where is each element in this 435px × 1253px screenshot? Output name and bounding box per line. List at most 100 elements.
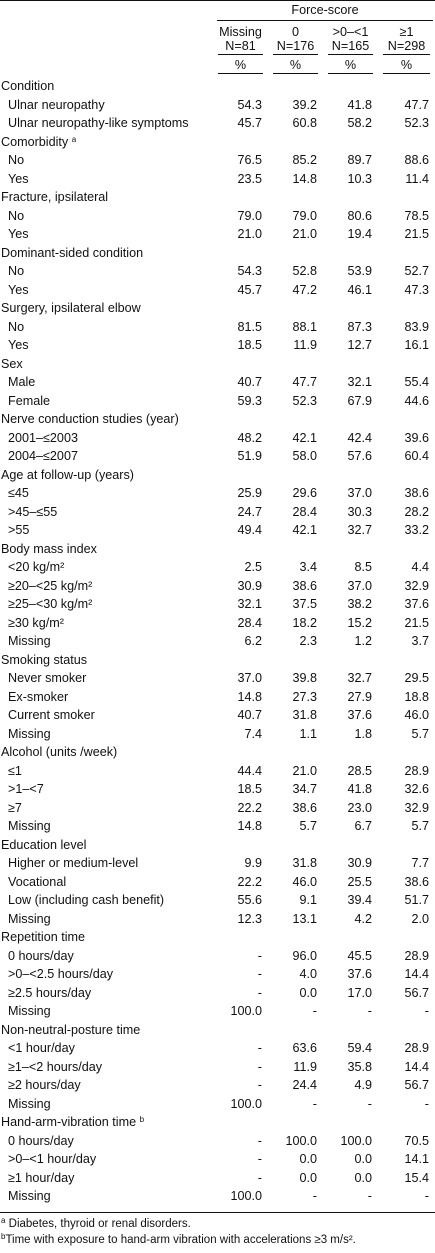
row-label: Female [8, 393, 50, 408]
table-cell-value: - [257, 1133, 262, 1148]
table-cell-value: 58.0 [292, 449, 317, 464]
table-cell-value: 57.6 [347, 449, 372, 464]
table-cell-value: 14.4 [404, 1059, 429, 1074]
table-cell-value: 42.1 [292, 523, 317, 538]
table-cell-value: 15.2 [347, 615, 372, 630]
table-cell-value: 80.6 [347, 208, 372, 223]
table-body: Condition Ulnar neuropathy 54.3 39.2 41.8 47.… [0, 77, 435, 1213]
table-cell-value: 81.5 [237, 319, 262, 334]
row-label: Ulnar neuropathy-like symptoms [8, 116, 189, 131]
table-cell-value: 2.0 [411, 911, 429, 926]
table-row: ≤1 44.4 21.0 28.5 28.9 [0, 762, 435, 781]
table-cell-value: 25.9 [237, 486, 262, 501]
table-cell-value: 16.1 [404, 338, 429, 353]
table-cell-value: 38.6 [292, 578, 317, 593]
table-cell-value: 41.8 [347, 782, 372, 797]
table-cell-value: 11.4 [405, 171, 429, 186]
table-cell-value: 76.5 [237, 153, 262, 168]
section-title: Smoking status [1, 652, 88, 667]
header-unit-row: % % % % [0, 55, 435, 74]
table-cell-value: - [257, 1041, 262, 1056]
table-cell-value: 37.0 [237, 671, 262, 686]
row-label: ≤1 [8, 763, 22, 778]
row-label: ≥1 hour/day [8, 1170, 75, 1185]
table-cell-value: - [257, 1152, 262, 1167]
table-cell-value: 39.2 [292, 97, 317, 112]
table-cell-value: 38.6 [404, 486, 429, 501]
table-cell-value: 38.6 [292, 800, 317, 815]
section-title: Repetition time [1, 930, 85, 945]
table-cell-value: - [257, 967, 262, 982]
table-cell-value: 28.9 [404, 763, 429, 778]
table-cell-value: 52.8 [292, 264, 317, 279]
table-cell-value: 42.4 [347, 430, 372, 445]
section-title: Hand-arm-vibration time [1, 1115, 137, 1130]
table-cell-value: 24.7 [237, 504, 262, 519]
footnote-a: a Diabetes, thyroid or renal disorders. [1, 1215, 191, 1230]
table-cell-value: 40.7 [237, 375, 262, 390]
row-label: ≥20–<25 kg/m² [8, 578, 93, 593]
table-row: <20 kg/m² 2.5 3.4 8.5 4.4 [0, 558, 435, 577]
header-group-row: Force-score [0, 1, 435, 21]
footnotes: a Diabetes, thyroid or renal disorders. … [0, 1216, 435, 1248]
row-label: Missing [8, 1189, 51, 1204]
table-cell-value: 79.0 [237, 208, 262, 223]
table-cell-value: - [367, 1004, 372, 1019]
table-cell-value: 38.6 [404, 874, 429, 889]
table-cell-value: 54.3 [237, 97, 262, 112]
table-cell-value: - [424, 1096, 429, 1111]
section-header-row: Fracture, ipsilateral [0, 188, 435, 207]
table-cell-value: 52.3 [404, 116, 429, 131]
section-title: Comorbidity [1, 134, 69, 149]
table-cell-value: 1.1 [299, 726, 317, 741]
table-row: <1 hour/day - 63.6 59.4 28.9 [0, 1039, 435, 1058]
section-header-row: Repetition time [0, 928, 435, 947]
table-cell-value: 53.9 [347, 264, 372, 279]
table-cell-value: 46.0 [404, 708, 429, 723]
table-cell-value: 14.4 [404, 967, 429, 982]
row-label: 0 hours/day [8, 1133, 74, 1148]
table-cell-value: 0.0 [299, 985, 317, 1000]
table-cell-value: 67.9 [347, 393, 372, 408]
table-cell-value: 24.4 [292, 1078, 317, 1093]
table-cell-value: - [312, 1096, 317, 1111]
table-row: Yes 23.5 14.8 10.3 11.4 [0, 170, 435, 189]
row-label: >55 [8, 523, 30, 538]
table-cell-value: 4.2 [354, 911, 372, 926]
table-cell-value: - [257, 948, 262, 963]
row-label: 2001–≤2003 [8, 430, 78, 445]
row-label: ≤45 [8, 486, 29, 501]
table-cell-value: 18.8 [404, 689, 429, 704]
table-cell-value: 45.7 [237, 116, 262, 131]
table-row: Current smoker 40.7 31.8 37.6 46.0 [0, 706, 435, 725]
table-cell-value: - [257, 1170, 262, 1185]
table-cell-value: 8.5 [354, 560, 372, 575]
table-cell-value: 32.7 [347, 671, 372, 686]
table-row: 2004–≤2007 51.9 58.0 57.6 60.4 [0, 447, 435, 466]
table-row: ≥25–<30 kg/m² 32.1 37.5 38.2 37.6 [0, 595, 435, 614]
table-row: 0 hours/day - 96.0 45.5 28.9 [0, 947, 435, 966]
row-label: ≥7 [8, 800, 22, 815]
table-cell-value: 56.7 [404, 985, 429, 1000]
table-cell-value: 32.1 [347, 375, 372, 390]
row-label: <20 kg/m² [8, 560, 65, 575]
table-cell-value: 9.1 [299, 893, 317, 908]
table-cell-value: 5.7 [411, 819, 429, 834]
unit-label: % [273, 57, 318, 74]
table-cell-value: 9.9 [244, 856, 262, 871]
row-label: Current smoker [8, 708, 95, 723]
column-header-between-zero-one: >0–<1 N=165 [323, 21, 378, 55]
table-cell-value: 28.4 [237, 615, 262, 630]
row-label: Higher or medium-level [8, 856, 139, 871]
table-row: Missing 100.0 - - - [0, 1002, 435, 1021]
table-cell-value: 56.7 [404, 1078, 429, 1093]
table-cell-value: - [424, 1189, 429, 1204]
row-label: Low (including cash benefit) [8, 893, 165, 908]
table-cell-value: 33.2 [404, 523, 429, 538]
table-bottom-rule [0, 1205, 435, 1213]
table-row: Low (including cash benefit) 55.6 9.1 39.4 5… [0, 891, 435, 910]
unit-label: % [218, 57, 263, 74]
table-cell-value: 4.0 [299, 967, 317, 982]
section-header-row: Sex [0, 355, 435, 374]
